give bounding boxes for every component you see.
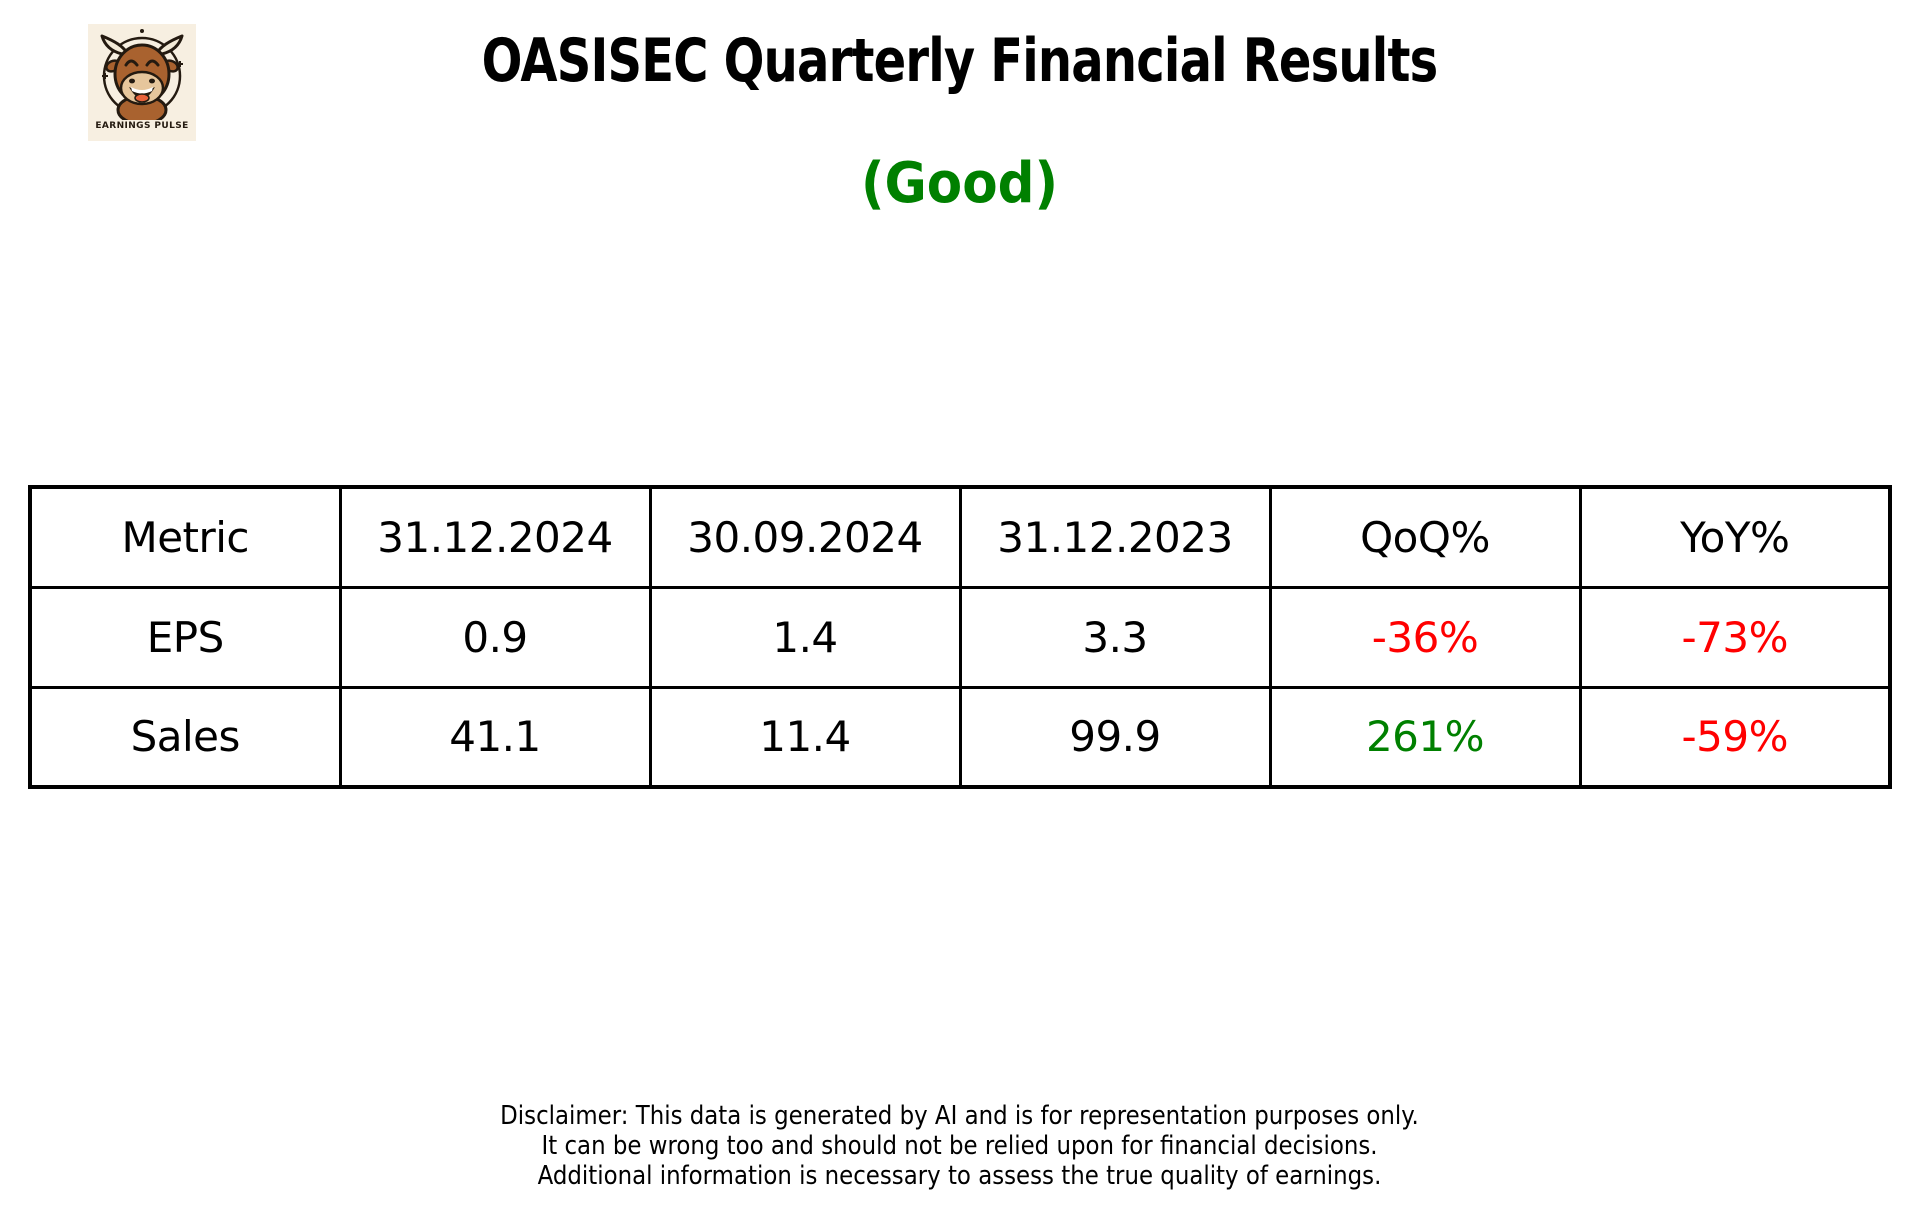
earnings-pulse-logo: EARNINGS PULSE (88, 24, 196, 141)
logo-brand-text: EARNINGS PULSE (95, 121, 189, 131)
disclaimer-text: Disclaimer: This data is generated by AI… (115, 1101, 1804, 1191)
table-cell: -36% (1268, 585, 1582, 689)
results-table: Metric 31.12.2024 30.09.2024 31.12.2023 … (28, 485, 1892, 789)
verdict-label: (Good) (860, 151, 1059, 216)
table-cell: 3.3 (958, 585, 1272, 689)
table-row-eps: EPS 0.9 1.4 3.3 -36% -73% (28, 585, 1892, 689)
header-cell-q-prev: 30.09.2024 (648, 485, 962, 589)
header-cell-q-yoy: 31.12.2023 (958, 485, 1272, 589)
table-header-row: Metric 31.12.2024 30.09.2024 31.12.2023 … (28, 485, 1892, 589)
disclaimer-line: Disclaimer: This data is generated by AI… (500, 1101, 1419, 1131)
table-cell: -73% (1578, 585, 1892, 689)
table-cell: 0.9 (338, 585, 652, 689)
table-row-sales: Sales 41.1 11.4 99.9 261% -59% (28, 685, 1892, 789)
table-cell: 41.1 (338, 685, 652, 789)
table-cell: 11.4 (648, 685, 962, 789)
header-cell-metric: Metric (28, 485, 342, 589)
disclaimer-line: Additional information is necessary to a… (537, 1161, 1382, 1191)
header-cell-q-latest: 31.12.2024 (338, 485, 652, 589)
table-cell: 99.9 (958, 685, 1272, 789)
header-cell-qoq-pct: QoQ% (1268, 485, 1582, 589)
bull-mascot-icon (100, 29, 184, 120)
table-cell: EPS (28, 585, 342, 689)
table-cell: 261% (1268, 685, 1582, 789)
table-cell: -59% (1578, 685, 1892, 789)
page-title: OASISEC Quarterly Financial Results (481, 26, 1439, 96)
table-cell: 1.4 (648, 585, 962, 689)
table-cell: Sales (28, 685, 342, 789)
disclaimer-line: It can be wrong too and should not be re… (541, 1131, 1378, 1161)
header-cell-yoy-pct: YoY% (1578, 485, 1892, 589)
